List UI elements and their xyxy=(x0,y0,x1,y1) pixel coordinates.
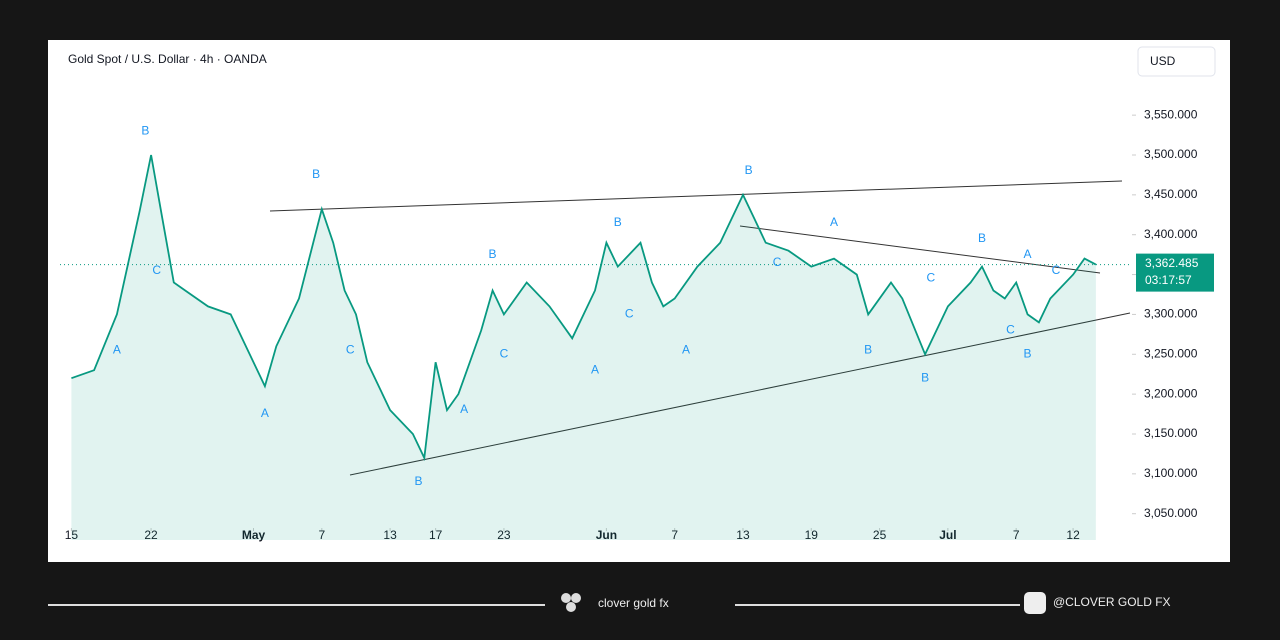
y-tick-label: 3,100.000 xyxy=(1144,466,1198,480)
footer-brand: clover gold fx xyxy=(598,596,669,610)
wave-label: C xyxy=(1052,263,1061,277)
x-tick-label: 17 xyxy=(429,528,443,542)
wave-label: C xyxy=(926,271,935,285)
wave-label: B xyxy=(312,167,320,181)
y-tick-label: 3,500.000 xyxy=(1144,147,1198,161)
wave-label: C xyxy=(500,346,509,360)
footer-handle: @CLOVER GOLD FX xyxy=(1053,595,1171,609)
x-tick-label: 13 xyxy=(736,528,750,542)
x-tick-label: 12 xyxy=(1066,528,1080,542)
x-tick-label: 7 xyxy=(318,528,325,542)
wave-label: A xyxy=(1024,247,1032,261)
last-price-label: 3,362.485 xyxy=(1145,256,1199,270)
y-tick-label: 3,400.000 xyxy=(1144,227,1198,241)
countdown-label: 03:17:57 xyxy=(1145,273,1192,287)
wave-label: C xyxy=(625,307,634,321)
wave-label: C xyxy=(773,255,782,269)
wave-label: A xyxy=(261,406,269,420)
wave-label: C xyxy=(346,342,355,356)
y-tick-label: 3,550.000 xyxy=(1144,107,1198,121)
wave-label: B xyxy=(141,123,149,137)
wave-label: A xyxy=(113,342,121,356)
x-tick-label: Jun xyxy=(596,528,617,542)
wave-label: B xyxy=(415,474,423,488)
y-tick-label: 3,450.000 xyxy=(1144,187,1198,201)
x-tick-label: 15 xyxy=(65,528,79,542)
x-tick-label: 23 xyxy=(497,528,511,542)
wave-label: A xyxy=(591,362,599,376)
wave-label: C xyxy=(1006,323,1015,337)
x-tick-label: 19 xyxy=(805,528,819,542)
price-line xyxy=(71,154,1097,462)
x-tick-label: 22 xyxy=(144,528,158,542)
last-price-box xyxy=(1136,253,1214,292)
wave-label: B xyxy=(614,215,622,229)
chart-panel xyxy=(48,40,1230,562)
x-tick-label: 7 xyxy=(1013,528,1020,542)
wave-label: B xyxy=(921,370,929,384)
price-area-decor xyxy=(71,155,1096,540)
currency-label[interactable]: USD xyxy=(1150,54,1176,68)
y-tick-label: 3,150.000 xyxy=(1144,426,1198,440)
trend-line xyxy=(739,225,1101,274)
wave-label: A xyxy=(460,402,468,416)
facebook-icon xyxy=(1024,592,1046,614)
trend-line xyxy=(349,312,1131,476)
currency-button[interactable] xyxy=(1137,46,1216,77)
y-tick-label: 3,250.000 xyxy=(1144,346,1198,360)
wave-label: B xyxy=(864,342,872,356)
wave-label: A xyxy=(682,342,690,356)
wave-label: B xyxy=(1024,346,1032,360)
wave-label: C xyxy=(152,263,161,277)
x-tick-label: May xyxy=(242,528,266,542)
trend-line xyxy=(269,180,1123,212)
y-tick-label: 3,200.000 xyxy=(1144,386,1198,400)
chart-title: Gold Spot / U.S. Dollar · 4h · OANDA xyxy=(68,52,267,66)
wave-label: B xyxy=(745,163,753,177)
clover-icon xyxy=(561,593,581,612)
x-tick-label: 13 xyxy=(383,528,397,542)
x-tick-label: 25 xyxy=(873,528,887,542)
x-tick-label: Jul xyxy=(939,528,956,542)
y-tick-label: 3,300.000 xyxy=(1144,307,1198,321)
x-tick-label: 7 xyxy=(671,528,678,542)
wave-label: A xyxy=(830,215,838,229)
y-tick-label: 3,050.000 xyxy=(1144,506,1198,520)
wave-label: B xyxy=(489,247,497,261)
wave-label: B xyxy=(978,231,986,245)
